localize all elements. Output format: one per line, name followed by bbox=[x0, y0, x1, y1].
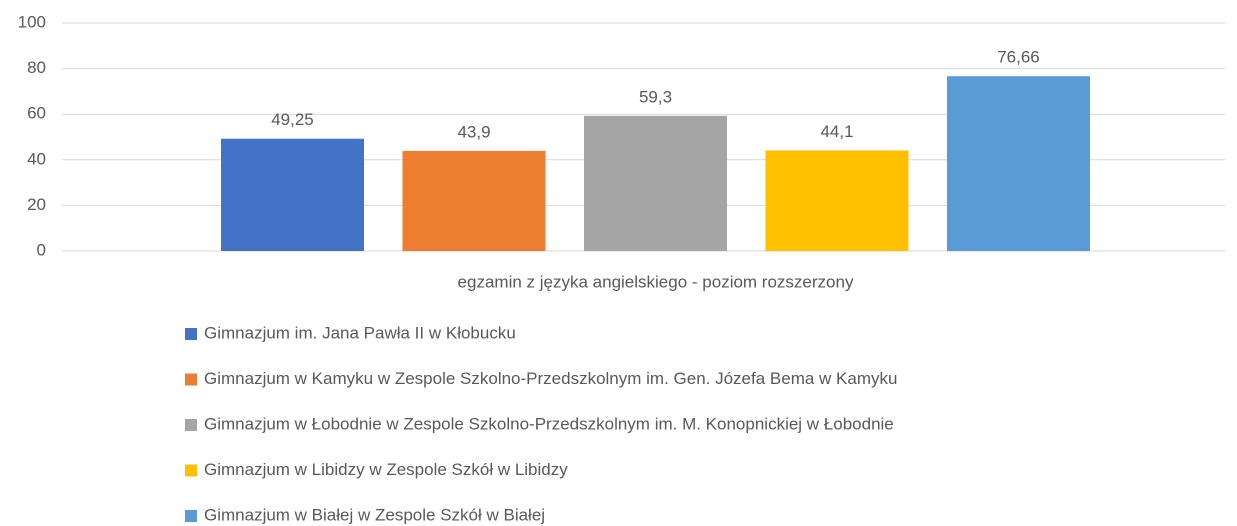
bar bbox=[221, 138, 364, 251]
bar bbox=[402, 150, 546, 251]
bar bbox=[765, 150, 909, 251]
value-label: 76,66 bbox=[997, 48, 1040, 67]
legend-swatch bbox=[185, 419, 197, 431]
legend-label: Gimnazjum im. Jana Pawła II w Kłobucku bbox=[204, 323, 516, 342]
y-tick-label: 100 bbox=[18, 12, 46, 31]
y-tick-label: 20 bbox=[27, 195, 46, 214]
bar bbox=[947, 76, 1090, 251]
legend-label: Gimnazjum w Białej w Zespole Szkół w Bia… bbox=[204, 505, 545, 524]
x-tick-label: egzamin z języka angielskiego - poziom r… bbox=[458, 272, 854, 291]
value-label: 44,1 bbox=[820, 122, 853, 141]
legend-swatch bbox=[185, 464, 197, 477]
legend-swatch bbox=[185, 373, 197, 386]
legend-label: Gimnazjum w Kamyku w Zespole Szkolno-Prz… bbox=[204, 369, 897, 388]
y-tick-label: 0 bbox=[37, 240, 46, 259]
legend-label: Gimnazjum w Łobodnie w Zespole Szkolno-P… bbox=[204, 414, 894, 433]
value-label: 49,25 bbox=[271, 110, 314, 129]
legend-label: Gimnazjum w Libidzy w Zespole Szkół w Li… bbox=[204, 460, 568, 479]
bar bbox=[584, 115, 727, 252]
y-tick-label: 60 bbox=[27, 104, 46, 123]
legend-swatch bbox=[185, 328, 197, 340]
legend-swatch bbox=[185, 510, 197, 522]
y-tick-label: 80 bbox=[27, 58, 46, 77]
y-tick-label: 40 bbox=[27, 149, 46, 168]
value-label: 43,9 bbox=[457, 122, 490, 141]
value-label: 59,3 bbox=[639, 87, 672, 106]
